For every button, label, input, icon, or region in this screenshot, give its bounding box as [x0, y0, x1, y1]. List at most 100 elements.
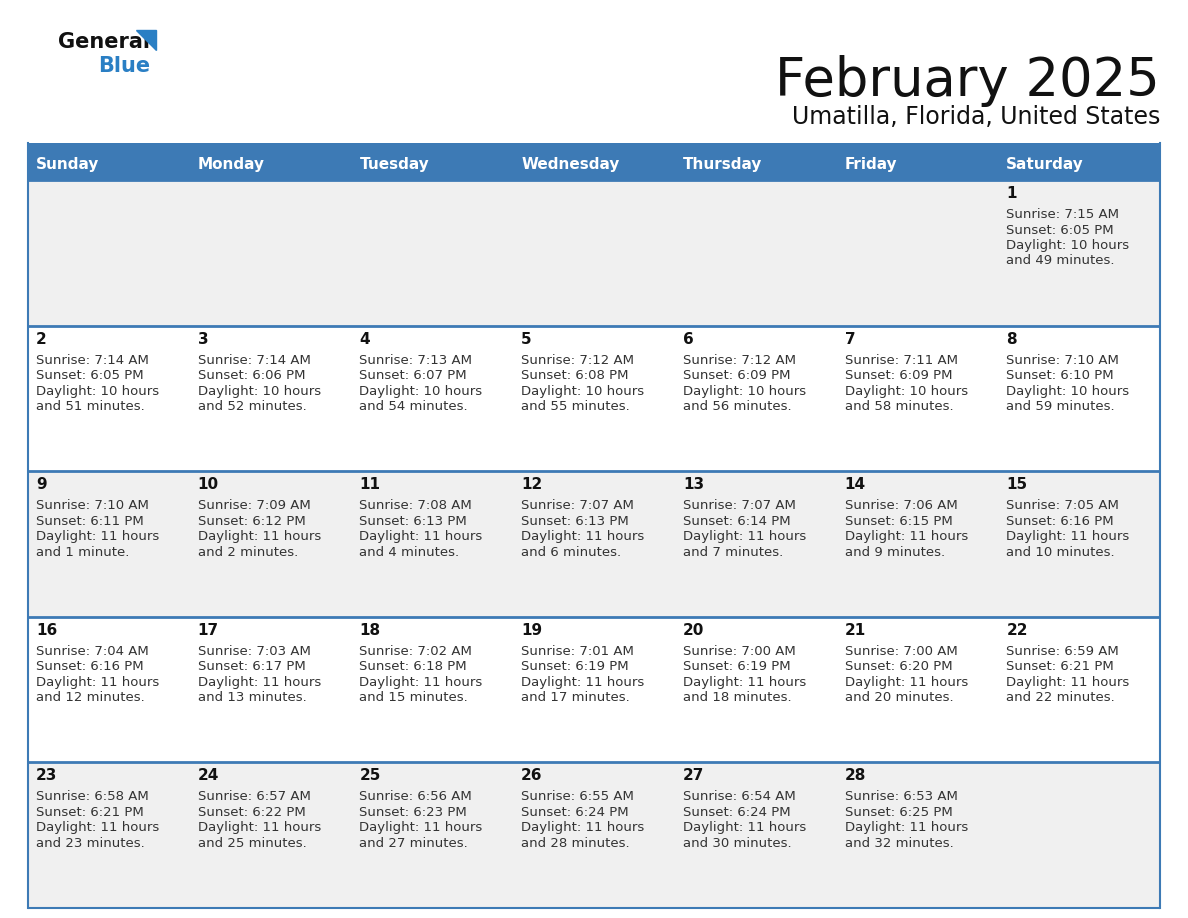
Text: Daylight: 11 hours: Daylight: 11 hours — [683, 531, 807, 543]
Text: Daylight: 11 hours: Daylight: 11 hours — [683, 676, 807, 688]
Text: Sunset: 6:08 PM: Sunset: 6:08 PM — [522, 369, 628, 382]
Text: Sunset: 6:13 PM: Sunset: 6:13 PM — [360, 515, 467, 528]
Text: and 52 minutes.: and 52 minutes. — [197, 400, 307, 413]
Text: and 10 minutes.: and 10 minutes. — [1006, 545, 1114, 559]
Text: 28: 28 — [845, 768, 866, 783]
Bar — [513, 471, 675, 617]
Text: and 27 minutes.: and 27 minutes. — [360, 837, 468, 850]
Bar — [190, 763, 352, 908]
Text: and 6 minutes.: and 6 minutes. — [522, 545, 621, 559]
Text: 18: 18 — [360, 622, 380, 638]
Text: 7: 7 — [845, 331, 855, 347]
Text: and 28 minutes.: and 28 minutes. — [522, 837, 630, 850]
Text: Sunrise: 7:03 AM: Sunrise: 7:03 AM — [197, 644, 310, 658]
Text: Daylight: 11 hours: Daylight: 11 hours — [845, 531, 968, 543]
Text: and 25 minutes.: and 25 minutes. — [197, 837, 307, 850]
Bar — [836, 471, 998, 617]
Text: Daylight: 11 hours: Daylight: 11 hours — [522, 531, 644, 543]
Text: Daylight: 10 hours: Daylight: 10 hours — [36, 385, 159, 397]
Text: 15: 15 — [1006, 477, 1028, 492]
Text: 5: 5 — [522, 331, 532, 347]
Text: Daylight: 10 hours: Daylight: 10 hours — [197, 385, 321, 397]
Text: 16: 16 — [36, 622, 57, 638]
Text: and 4 minutes.: and 4 minutes. — [360, 545, 460, 559]
Text: Sunset: 6:24 PM: Sunset: 6:24 PM — [683, 806, 790, 819]
Text: Daylight: 10 hours: Daylight: 10 hours — [360, 385, 482, 397]
Text: 21: 21 — [845, 622, 866, 638]
Text: February 2025: February 2025 — [776, 55, 1159, 107]
Text: Sunset: 6:21 PM: Sunset: 6:21 PM — [1006, 660, 1114, 673]
Text: Daylight: 10 hours: Daylight: 10 hours — [522, 385, 644, 397]
Text: 11: 11 — [360, 477, 380, 492]
Text: and 59 minutes.: and 59 minutes. — [1006, 400, 1114, 413]
Text: Sunrise: 7:14 AM: Sunrise: 7:14 AM — [36, 353, 148, 366]
Text: 25: 25 — [360, 768, 381, 783]
Text: Sunrise: 7:06 AM: Sunrise: 7:06 AM — [845, 499, 958, 512]
Text: 22: 22 — [1006, 622, 1028, 638]
Bar — [190, 471, 352, 617]
Bar — [675, 148, 836, 180]
Text: and 9 minutes.: and 9 minutes. — [845, 545, 944, 559]
Text: 23: 23 — [36, 768, 57, 783]
Bar — [190, 617, 352, 763]
Bar — [998, 617, 1159, 763]
Text: Daylight: 11 hours: Daylight: 11 hours — [197, 822, 321, 834]
Text: 3: 3 — [197, 331, 208, 347]
Text: Sunset: 6:16 PM: Sunset: 6:16 PM — [36, 660, 144, 673]
Text: Sunrise: 7:12 AM: Sunrise: 7:12 AM — [683, 353, 796, 366]
Text: and 49 minutes.: and 49 minutes. — [1006, 254, 1114, 267]
Text: and 17 minutes.: and 17 minutes. — [522, 691, 630, 704]
Text: Daylight: 11 hours: Daylight: 11 hours — [522, 676, 644, 688]
Text: Sunrise: 7:12 AM: Sunrise: 7:12 AM — [522, 353, 634, 366]
Bar — [675, 326, 836, 471]
Text: 13: 13 — [683, 477, 704, 492]
Text: 24: 24 — [197, 768, 219, 783]
Bar — [675, 471, 836, 617]
Text: Sunrise: 7:00 AM: Sunrise: 7:00 AM — [845, 644, 958, 658]
Bar — [998, 763, 1159, 908]
Bar — [352, 617, 513, 763]
Bar — [675, 763, 836, 908]
Text: and 7 minutes.: and 7 minutes. — [683, 545, 783, 559]
Text: Sunrise: 7:05 AM: Sunrise: 7:05 AM — [1006, 499, 1119, 512]
Text: Sunrise: 7:04 AM: Sunrise: 7:04 AM — [36, 644, 148, 658]
Text: Daylight: 11 hours: Daylight: 11 hours — [845, 676, 968, 688]
Bar — [998, 180, 1159, 326]
Text: 17: 17 — [197, 622, 219, 638]
Text: and 54 minutes.: and 54 minutes. — [360, 400, 468, 413]
Text: Sunset: 6:18 PM: Sunset: 6:18 PM — [360, 660, 467, 673]
Text: Sunrise: 7:08 AM: Sunrise: 7:08 AM — [360, 499, 472, 512]
Text: Sunset: 6:24 PM: Sunset: 6:24 PM — [522, 806, 628, 819]
Text: and 23 minutes.: and 23 minutes. — [36, 837, 145, 850]
Bar — [29, 143, 1159, 148]
Text: and 18 minutes.: and 18 minutes. — [683, 691, 791, 704]
Text: Sunset: 6:16 PM: Sunset: 6:16 PM — [1006, 515, 1114, 528]
Bar — [513, 763, 675, 908]
Text: Daylight: 11 hours: Daylight: 11 hours — [360, 822, 482, 834]
Bar — [29, 326, 190, 471]
Text: Sunrise: 7:11 AM: Sunrise: 7:11 AM — [845, 353, 958, 366]
Text: Sunset: 6:17 PM: Sunset: 6:17 PM — [197, 660, 305, 673]
Text: Sunset: 6:10 PM: Sunset: 6:10 PM — [1006, 369, 1114, 382]
Bar — [675, 617, 836, 763]
Text: Sunrise: 7:09 AM: Sunrise: 7:09 AM — [197, 499, 310, 512]
Text: Daylight: 10 hours: Daylight: 10 hours — [1006, 385, 1130, 397]
Text: Sunset: 6:14 PM: Sunset: 6:14 PM — [683, 515, 790, 528]
Bar — [352, 326, 513, 471]
Text: 20: 20 — [683, 622, 704, 638]
Text: Daylight: 11 hours: Daylight: 11 hours — [845, 822, 968, 834]
Text: Sunrise: 7:13 AM: Sunrise: 7:13 AM — [360, 353, 473, 366]
Text: Sunset: 6:12 PM: Sunset: 6:12 PM — [197, 515, 305, 528]
Polygon shape — [135, 30, 156, 50]
Text: Wednesday: Wednesday — [522, 156, 619, 172]
Text: Daylight: 11 hours: Daylight: 11 hours — [360, 676, 482, 688]
Bar — [29, 763, 190, 908]
Text: Sunrise: 6:55 AM: Sunrise: 6:55 AM — [522, 790, 634, 803]
Text: 6: 6 — [683, 331, 694, 347]
Text: Sunrise: 7:07 AM: Sunrise: 7:07 AM — [683, 499, 796, 512]
Text: 14: 14 — [845, 477, 866, 492]
Bar — [352, 763, 513, 908]
Text: 12: 12 — [522, 477, 543, 492]
Text: Sunrise: 7:07 AM: Sunrise: 7:07 AM — [522, 499, 634, 512]
Bar — [675, 180, 836, 326]
